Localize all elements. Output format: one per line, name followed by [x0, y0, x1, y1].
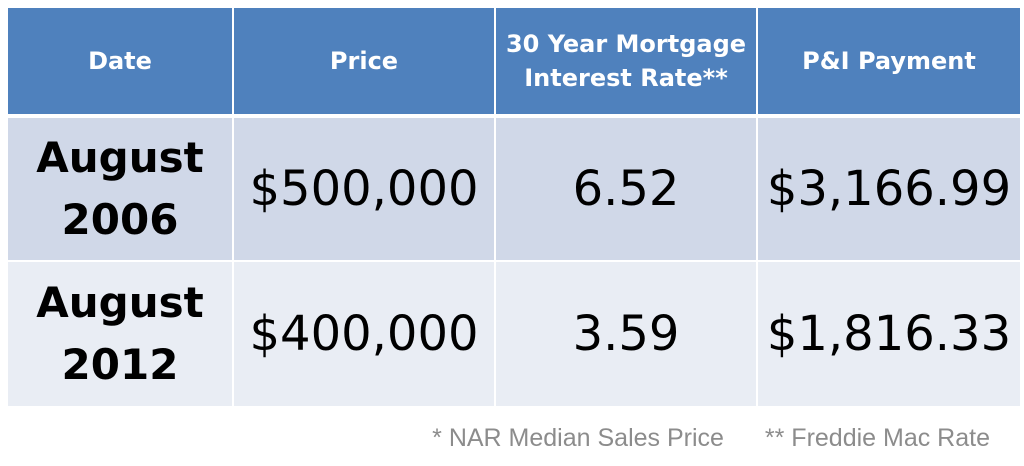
table-row-2-price: $400,000: [234, 262, 496, 406]
date-year: 2012: [61, 340, 179, 389]
footnote-rate-source: ** Freddie Mac Rate: [764, 424, 990, 452]
column-header-line: Date: [88, 47, 152, 75]
date-month: August: [36, 133, 204, 182]
column-header-payment: P&I Payment: [758, 8, 1020, 118]
table-row-2-date: August 2012: [8, 262, 234, 406]
mortgage-comparison-table: Date Price 30 Year Mortgage Interest Rat…: [8, 8, 1020, 406]
table-row-1-price: $500,000: [234, 118, 496, 262]
column-header-line: P&I Payment: [802, 47, 976, 75]
table-row-2-rate: 3.59: [496, 262, 758, 406]
column-header-line: Interest Rate**: [524, 64, 728, 92]
table-row-1-date: August 2006: [8, 118, 234, 262]
column-header-price: Price: [234, 8, 496, 118]
column-header-line: Price: [329, 47, 399, 75]
date-month: August: [36, 278, 204, 327]
column-header-interest-rate: 30 Year Mortgage Interest Rate**: [496, 8, 758, 118]
column-header-line: 30 Year Mortgage: [505, 30, 747, 58]
table-row-2-payment: $1,816.33: [758, 262, 1020, 406]
date-year: 2006: [61, 195, 179, 244]
table-row-1-payment: $3,166.99: [758, 118, 1020, 262]
footnote-price-source: * NAR Median Sales Price: [432, 424, 724, 452]
footnotes: * NAR Median Sales Price ** Freddie Mac …: [432, 424, 990, 453]
table-row-1-rate: 6.52: [496, 118, 758, 262]
column-header-date: Date: [8, 8, 234, 118]
